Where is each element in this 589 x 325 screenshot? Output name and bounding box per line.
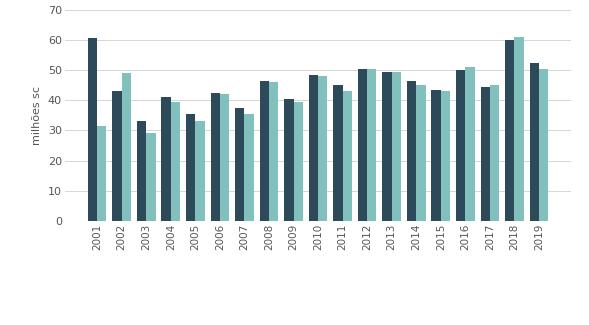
Bar <box>432 90 441 221</box>
Bar <box>367 69 376 221</box>
Bar <box>260 81 269 221</box>
Bar <box>284 99 293 221</box>
Bar <box>122 73 131 221</box>
Bar <box>88 38 97 221</box>
Bar <box>358 69 367 221</box>
Bar <box>97 126 107 221</box>
Bar <box>269 82 278 221</box>
Bar <box>210 93 220 221</box>
Bar <box>505 40 514 221</box>
Bar <box>490 85 499 221</box>
Bar <box>146 134 155 221</box>
Bar <box>392 72 401 221</box>
Bar <box>137 122 146 221</box>
Y-axis label: milhões sc: milhões sc <box>32 86 42 145</box>
Bar <box>481 87 490 221</box>
Bar <box>235 108 244 221</box>
Bar <box>318 76 327 221</box>
Bar <box>293 102 303 221</box>
Bar <box>382 72 392 221</box>
Bar <box>530 62 539 221</box>
Bar <box>220 94 229 221</box>
Bar <box>196 122 204 221</box>
Bar <box>465 67 475 221</box>
Bar <box>343 91 352 221</box>
Bar <box>186 114 196 221</box>
Bar <box>441 91 450 221</box>
Bar <box>333 85 343 221</box>
Bar <box>539 69 548 221</box>
Bar <box>244 114 254 221</box>
Bar <box>161 97 171 221</box>
Bar <box>514 37 524 221</box>
Bar <box>456 70 465 221</box>
Bar <box>112 91 122 221</box>
Bar <box>171 102 180 221</box>
Bar <box>309 75 318 221</box>
Bar <box>416 85 426 221</box>
Bar <box>407 81 416 221</box>
